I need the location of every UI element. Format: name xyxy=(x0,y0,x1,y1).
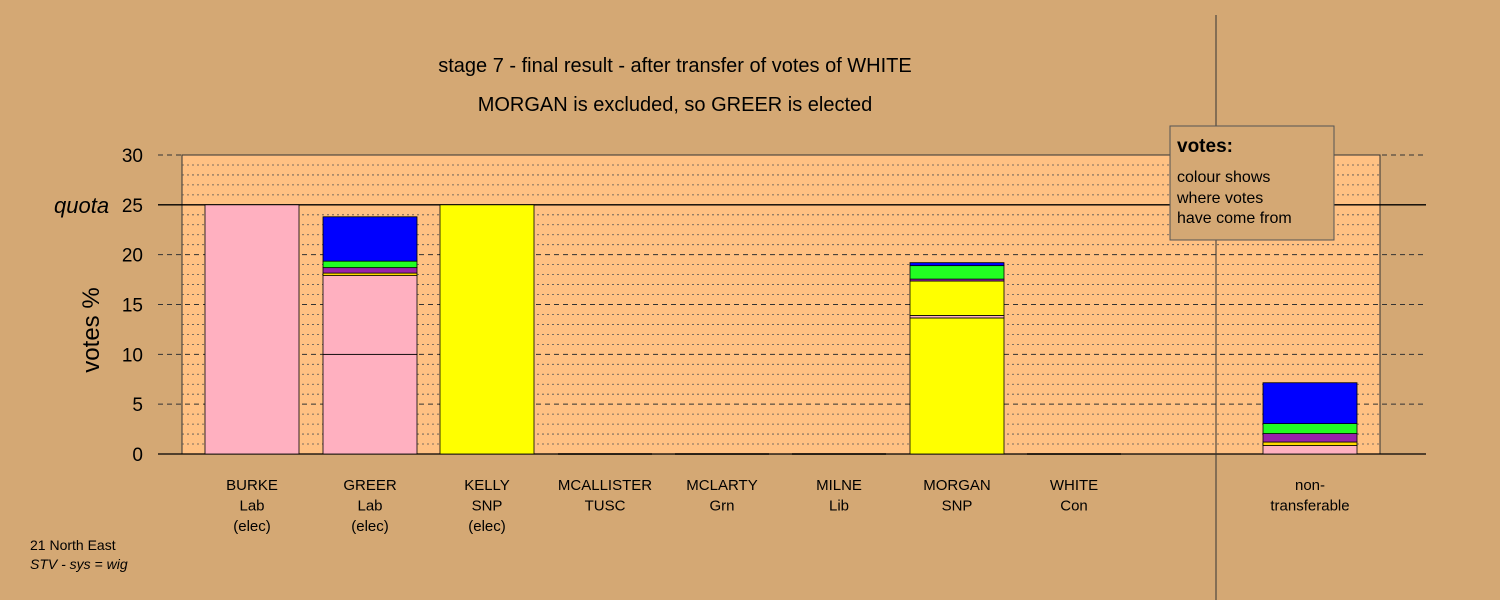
candidate-label-greer: GREER xyxy=(343,477,397,494)
bar-segment-morgan xyxy=(909,265,1005,280)
legend-heading: votes: xyxy=(1177,136,1233,157)
candidate-label-kelly: (elec) xyxy=(468,518,506,535)
footer-region: 21 North East xyxy=(30,537,116,553)
bar-segment-morgan xyxy=(909,280,1005,316)
candidate-label-morgan: SNP xyxy=(942,498,973,515)
candidate-label-greer: Lab xyxy=(357,498,382,515)
y-tick-label: 25 xyxy=(122,196,143,217)
y-tick-label: 10 xyxy=(122,345,143,366)
bars xyxy=(204,204,1358,455)
bar-segment-morgan xyxy=(909,262,1005,267)
footer-system: STV - sys = wig xyxy=(30,556,128,572)
bar-segment-nontransferable xyxy=(1262,382,1358,425)
nontransferable-label: non- xyxy=(1295,477,1325,494)
legend-box: votes: colour shows where votes have com… xyxy=(1169,125,1335,241)
bar-segment-nontransferable xyxy=(1262,441,1358,446)
candidate-label-milne: MILNE xyxy=(816,477,862,494)
y-axis: 0 5 10 15 20 25 30 quota xyxy=(54,146,143,466)
y-tick-label: 5 xyxy=(132,395,143,416)
candidate-label-mcallister: MCALLISTER xyxy=(558,477,652,494)
candidate-label-burke: (elec) xyxy=(233,518,271,535)
candidate-label-burke: BURKE xyxy=(226,477,278,494)
candidate-label-mclarty: MCLARTY xyxy=(686,477,757,494)
bar-segment-nontransferable xyxy=(1262,445,1358,455)
candidate-label-white: Con xyxy=(1060,498,1088,515)
bar-segment-greer xyxy=(322,353,418,455)
candidate-label-kelly: KELLY xyxy=(464,477,510,494)
y-tick-label: 0 xyxy=(132,445,143,466)
bar-segment-kelly xyxy=(439,204,535,455)
candidate-label-kelly: SNP xyxy=(472,498,503,515)
y-tick-label: 15 xyxy=(122,296,143,317)
x-axis-labels: BURKE Lab (elec) GREER Lab (elec) KELLY SNP (ele… xyxy=(226,477,1349,535)
chart-subtitle: MORGAN is excluded, so GREER is elected xyxy=(478,94,873,116)
candidate-label-greer: (elec) xyxy=(351,518,389,535)
y-axis-label: votes % xyxy=(78,287,105,372)
y-tick-label: 20 xyxy=(122,246,143,267)
bar-segment-greer xyxy=(322,260,418,269)
bar-segment-greer xyxy=(322,267,418,274)
quota-label: quota xyxy=(54,193,109,218)
candidate-label-milne: Lib xyxy=(829,498,849,515)
candidate-label-morgan: MORGAN xyxy=(923,477,991,494)
nontransferable-label: transferable xyxy=(1270,498,1349,515)
candidate-label-burke: Lab xyxy=(239,498,264,515)
bar-segment-greer xyxy=(322,275,418,355)
bar-segment-nontransferable xyxy=(1262,433,1358,443)
candidate-label-mclarty: Grn xyxy=(709,498,734,515)
bar-segment-greer xyxy=(322,216,418,262)
legend-line-3: have come from xyxy=(1177,210,1292,227)
y-tick-label: 30 xyxy=(122,146,143,167)
candidate-label-mcallister: TUSC xyxy=(585,498,626,515)
legend-line-1: colour shows xyxy=(1177,169,1270,186)
bar-segment-burke xyxy=(204,204,300,455)
candidate-label-white: WHITE xyxy=(1050,477,1098,494)
bar-segment-morgan xyxy=(909,317,1005,455)
chart-title: stage 7 - final result - after transfer … xyxy=(438,55,912,77)
legend-line-2: where votes xyxy=(1176,190,1263,207)
bar-segment-nontransferable xyxy=(1262,423,1358,434)
